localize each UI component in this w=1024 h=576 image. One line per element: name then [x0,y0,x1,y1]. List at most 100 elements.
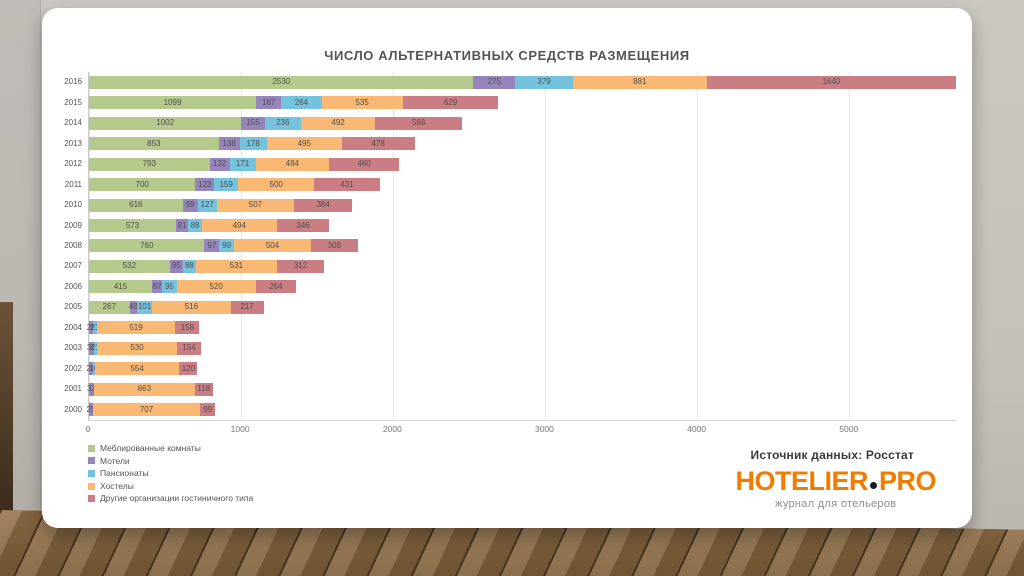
logo-main-text: HOTELIER [735,466,868,496]
stacked-bar-2014: 1002 155 236 492 568 [89,116,956,130]
bar-value-label: 24 [86,363,96,373]
bar-segment: 264 [255,280,296,294]
year-label-2003: 2003 [64,343,82,353]
bar-value-label: 346 [296,220,310,230]
bar-value-label: 85 [171,261,181,271]
bar-segment: 81 [176,219,189,233]
bar-segment: 492 [300,116,376,130]
bar-segment: 530 [96,341,178,355]
bar-segment: 88 [182,259,197,273]
bar-value-label: 1640 [822,77,841,87]
bar-value-label: 460 [357,159,371,169]
bar-segment: 99 [182,198,198,212]
bar-value-label: 171 [235,159,250,169]
bar-value-label: 707 [139,404,154,414]
stacked-bar-2016: 2530 275 379 881 1640 [89,75,956,89]
legend-label: Другие организации гостиничного типа [100,493,254,504]
bar-value-label: 88 [184,261,194,271]
chart-row-2015: 2015 1099 167 264 535 629 [64,92,956,112]
bar-segment: 700 [89,178,196,192]
bar-segment: 101 [136,300,153,314]
stacked-bar-2012: 793 132 171 484 460 [89,157,956,171]
bar-value-label: 118 [197,384,211,394]
year-label-2009: 2009 [64,220,82,230]
legend-item: Меблированные комнаты [88,442,956,455]
year-label-2012: 2012 [64,159,82,169]
bar-value-label: 97 [207,240,217,250]
logo-tagline: журнал для отельеров [775,498,897,510]
x-tick-4000: 4000 [687,424,707,434]
bar-segment: 30 [87,341,96,355]
chart-row-2012: 2012 793 132 171 484 460 [64,154,956,174]
x-axis: 0 1000 2000 3000 4000 5000 [86,423,956,438]
bar-segment: 308 [310,239,358,253]
chart-row-2007: 2007 532 85 88 531 312 [64,256,956,276]
bar-segment: 118 [194,382,213,396]
stacked-bar-2003: 30 21 530 154 [87,341,956,355]
bar-value-label: 29 [86,322,96,332]
bar-segment: 29 [86,321,96,335]
bar-segment: 159 [214,178,239,192]
year-label-2001: 2001 [64,384,82,394]
bar-segment: 504 [234,239,311,253]
bar-value-label: 535 [355,97,369,107]
bar-value-label: 236 [276,118,290,128]
bar-value-label: 504 [265,240,280,250]
year-label-2005: 2005 [64,302,82,312]
bar-segment: 178 [239,137,267,151]
bar-segment: 663 [94,382,195,396]
bar-value-label: 33 [87,384,96,394]
bar-value-label: 616 [129,200,143,210]
bar-value-label: 95 [164,281,174,291]
bar-segment: 484 [255,157,330,171]
bar-segment: 67 [152,280,163,294]
bar-value-label: 519 [129,322,143,332]
chart-row-2011: 2011 700 123 159 500 431 [65,174,956,194]
stacked-bar-2013: 853 138 178 495 478 [89,137,956,151]
bar-segment: 48 [128,300,138,314]
bar-segment: 97 [204,239,220,253]
legend-swatch-icon [88,444,95,452]
bar-segment: 21 [91,321,99,335]
plot-area: 2016 2530 275 379 881 1640 2015 1099 167 264 535 62… [64,72,956,421]
bar-value-label: 379 [537,77,551,87]
legend-item: Пансионаты [88,467,956,480]
legend-swatch-icon [88,469,95,477]
bar-segment: 535 [321,96,403,110]
bar-value-label: 16 [89,363,99,373]
bar-value-label: 507 [248,200,263,210]
chart-row-2010: 2010 616 99 127 507 384 [64,195,956,215]
bar-segment: 33 [87,382,96,396]
door-frame-strip [0,302,13,516]
bar-value-label: 167 [262,97,276,107]
bar-segment: 516 [152,300,231,314]
bar-value-label: 48 [128,302,138,312]
year-label-2011: 2011 [64,179,82,189]
bar-segment: 507 [216,198,294,212]
bar-value-label: 264 [269,281,283,291]
bar-segment: 616 [89,198,183,212]
bar-segment: 500 [238,178,315,192]
bar-segment: 24 [86,362,96,376]
year-label-2004: 2004 [64,322,82,332]
bar-value-label: 431 [340,179,354,189]
x-tick-5000: 5000 [839,424,859,434]
bar-segment: 478 [341,137,415,151]
bar-value-label: 158 [180,322,195,332]
bar-value-label: 154 [182,343,196,353]
bar-value-label: 25 [86,404,96,414]
bar-value-label: 793 [142,159,156,169]
stacked-bar-2007: 532 85 88 531 312 [89,259,956,273]
year-label-2007: 2007 [64,261,82,271]
bar-segment: 267 [89,300,130,314]
chart-row-2002: 2002 24 16 554 120 [64,359,956,379]
bar-value-label: 531 [229,261,244,271]
bar-segment: 520 [176,280,256,294]
bar-value-label: 127 [200,200,214,210]
bar-value-label: 492 [331,118,345,128]
bar-segment: 793 [89,157,210,171]
bar-value-label: 99 [203,404,213,414]
gridline-3000 [544,72,546,420]
chart-title: ЧИСЛО АЛЬТЕРНАТИВНЫХ СРЕДСТВ РАЗМЕЩЕНИЯ [324,48,690,63]
bar-value-label: 123 [198,179,212,189]
